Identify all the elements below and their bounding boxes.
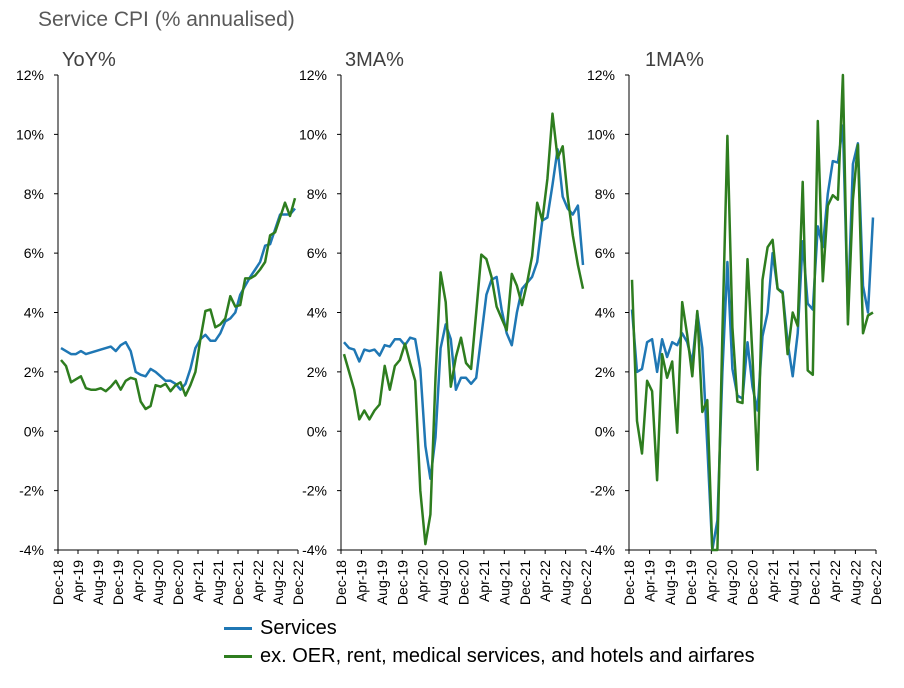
y-tick-label: 2%: [307, 364, 327, 380]
series-line-services: [60, 207, 296, 391]
x-tick-label: Aug-21: [210, 560, 226, 605]
y-tick-label: 0%: [595, 423, 615, 439]
x-tick-label: Dec-21: [806, 560, 822, 605]
y-tick-label: 2%: [24, 364, 44, 380]
legend-swatch-ex-oer: [224, 654, 252, 658]
y-tick-label: 8%: [24, 186, 44, 202]
x-tick-label: Apr-21: [190, 560, 206, 602]
y-tick-label: -4%: [590, 542, 615, 558]
figure-title: Service CPI (% annualised): [38, 8, 295, 31]
y-tick-label: -4%: [19, 542, 44, 558]
series-line-ex-oer-rent-medical-services-and-hotels-and-airfares: [630, 73, 874, 552]
x-tick-label: Apr-21: [765, 560, 781, 602]
y-tick-label: 10%: [299, 126, 327, 142]
y-tick-label: 4%: [595, 305, 615, 321]
y-tick-label: 2%: [595, 364, 615, 380]
y-tick-label: 6%: [595, 245, 615, 261]
x-tick-label: Aug-22: [847, 560, 863, 605]
x-tick-label: Dec-22: [290, 560, 306, 605]
x-tick-label: Dec-21: [517, 560, 533, 605]
y-tick-label: 12%: [16, 67, 44, 83]
y-tick-label: 6%: [24, 245, 44, 261]
x-tick-label: Dec-19: [110, 560, 126, 605]
y-tick-label: 8%: [595, 186, 615, 202]
legend-item-ex-oer: ex. OER, rent, medical services, and hot…: [224, 642, 755, 670]
x-tick-label: Dec-19: [394, 560, 410, 605]
x-tick-label: Dec-22: [578, 560, 594, 605]
x-tick-label: Apr-19: [642, 560, 658, 602]
x-tick-label: Dec-19: [683, 560, 699, 605]
x-tick-label: Aug-20: [150, 560, 166, 605]
panel-title: 1MA%: [645, 49, 704, 71]
x-tick-label: Dec-18: [50, 560, 66, 605]
y-tick-label: 6%: [307, 245, 327, 261]
x-tick-label: Apr-19: [70, 560, 86, 602]
x-tick-label: Dec-20: [456, 560, 472, 605]
charts-canvas: YoY%12%10%8%6%4%2%0%-2%-4%Dec-18 Apr-19 Au…: [16, 49, 884, 605]
legend-swatch-services: [224, 626, 252, 630]
series-line-services: [630, 124, 875, 552]
x-tick-label: Aug-21: [496, 560, 512, 605]
x-tick-label: Dec-22: [868, 560, 884, 605]
y-tick-label: -2%: [590, 483, 615, 499]
x-tick-label: Dec-20: [745, 560, 761, 605]
legend-label-ex-oer: ex. OER, rent, medical services, and hot…: [260, 644, 755, 667]
panel-yoy: YoY%12%10%8%6%4%2%0%-2%-4%Dec-18 Apr-19 Au…: [16, 49, 306, 605]
x-tick-label: Apr-21: [476, 560, 492, 602]
series-line-services: [343, 147, 585, 481]
x-tick-label: Aug-20: [435, 560, 451, 605]
y-tick-label: 0%: [307, 423, 327, 439]
y-tick-label: -2%: [19, 483, 44, 499]
y-tick-label: 0%: [24, 423, 44, 439]
y-tick-label: 4%: [24, 305, 44, 321]
panel-1ma: 1MA%12%10%8%6%4%2%0%-2%-4%Dec-18 Apr-19 Au…: [587, 49, 884, 605]
x-tick-label: Dec-18: [333, 560, 349, 605]
y-tick-label: 4%: [307, 305, 327, 321]
x-tick-label: Dec-20: [170, 560, 186, 605]
x-tick-label: Apr-19: [353, 560, 369, 602]
x-tick-label: Aug-22: [270, 560, 286, 605]
x-tick-label: Apr-20: [703, 560, 719, 602]
y-tick-label: 10%: [16, 126, 44, 142]
x-tick-label: Aug-19: [90, 560, 106, 605]
panel-title: YoY%: [62, 49, 116, 71]
y-tick-label: 10%: [587, 126, 615, 142]
y-tick-label: 12%: [587, 67, 615, 83]
x-tick-label: Aug-19: [374, 560, 390, 605]
legend-item-services: Services: [224, 614, 755, 642]
x-tick-label: Dec-21: [230, 560, 246, 605]
y-tick-label: -2%: [302, 483, 327, 499]
x-tick-label: Apr-20: [130, 560, 146, 602]
x-tick-label: Dec-18: [621, 560, 637, 605]
x-tick-label: Aug-21: [786, 560, 802, 605]
x-tick-label: Apr-22: [537, 560, 553, 602]
y-tick-label: -4%: [302, 542, 327, 558]
panel-title: 3MA%: [345, 49, 404, 71]
y-tick-label: 8%: [307, 186, 327, 202]
x-tick-label: Aug-20: [724, 560, 740, 605]
legend: Services ex. OER, rent, medical services…: [224, 614, 755, 670]
x-tick-label: Apr-22: [250, 560, 266, 602]
series-line-ex-oer-rent-medical-services-and-hotels-and-airfares: [342, 112, 585, 546]
y-tick-label: 12%: [299, 67, 327, 83]
x-tick-label: Apr-20: [415, 560, 431, 602]
x-tick-label: Apr-22: [827, 560, 843, 602]
panel-3ma: 3MA% 12% 10% 8% 6% 4% 2% 0% -2% -4% Dec-18 Apr-19 Au…: [299, 49, 594, 605]
x-tick-label: Aug-19: [662, 560, 678, 605]
x-tick-label: Aug-22: [558, 560, 574, 605]
series-line-ex-oer-rent-medical-services-and-hotels-and-airfares: [60, 197, 297, 411]
legend-label-services: Services: [260, 616, 337, 639]
